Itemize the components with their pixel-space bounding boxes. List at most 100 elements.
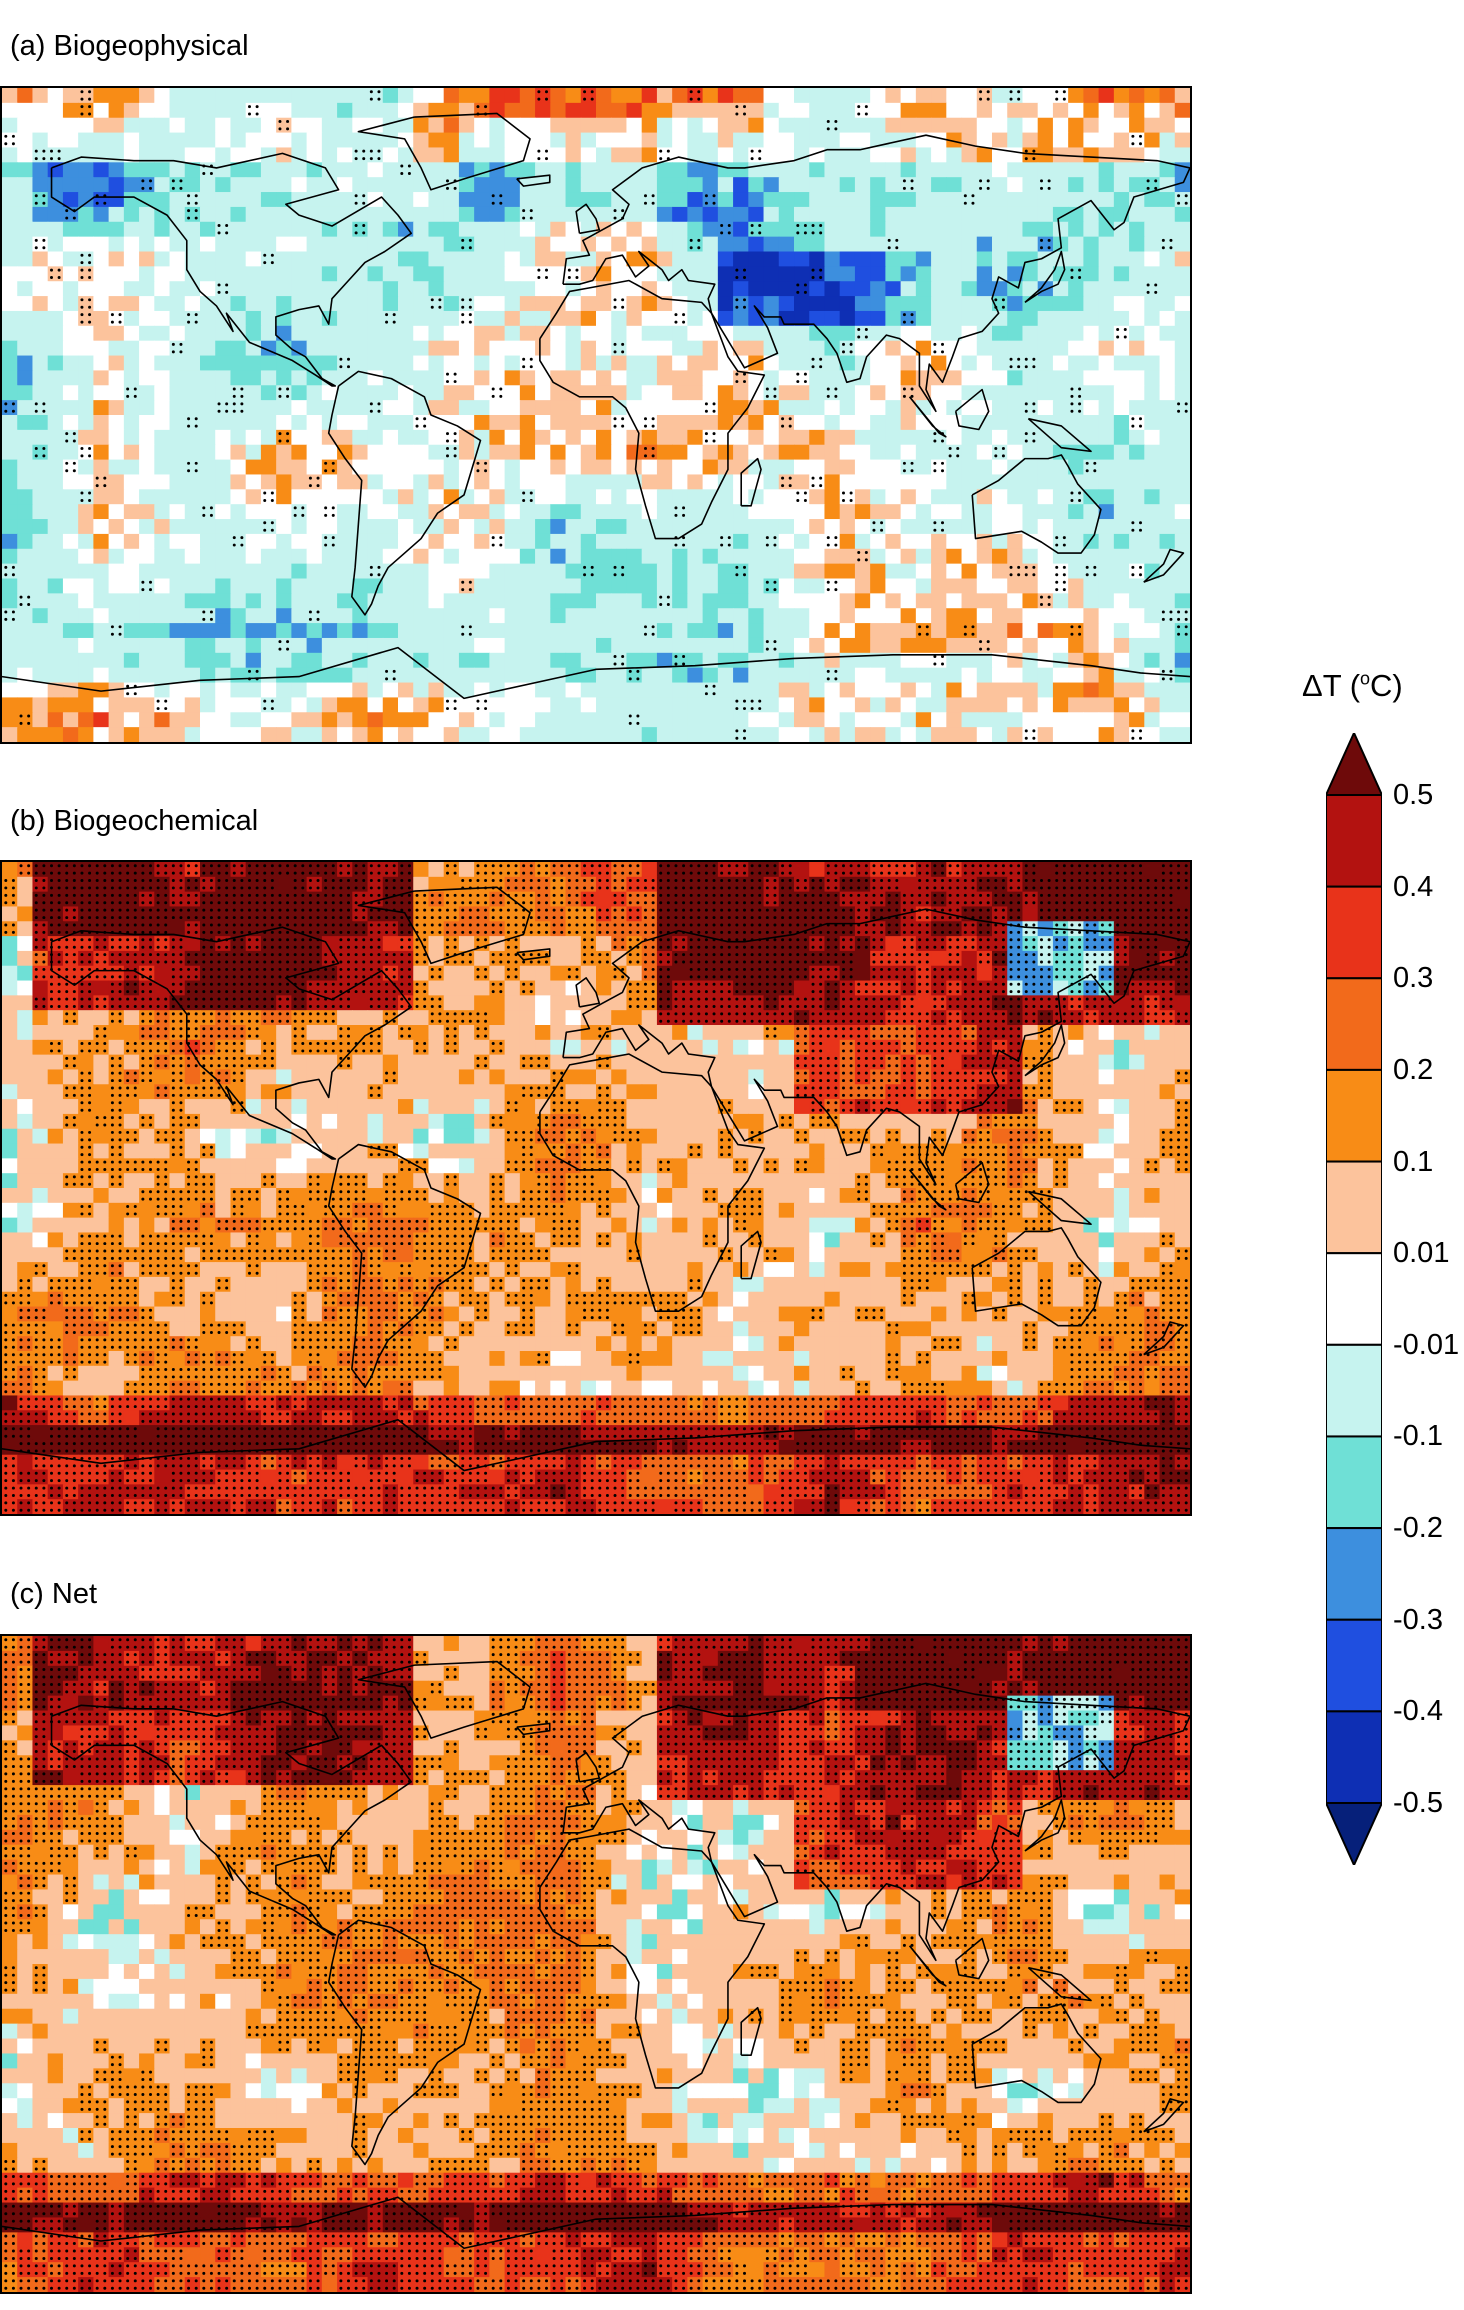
grid-cell <box>1007 192 1024 208</box>
grid-cell <box>32 548 49 565</box>
grid-cell <box>1174 444 1190 461</box>
significance-dot <box>1032 157 1036 161</box>
grid-cell <box>626 296 643 312</box>
grid-cell <box>748 117 765 134</box>
grid-cell <box>1022 727 1039 742</box>
grid-cell <box>991 623 1008 639</box>
significance-dot <box>461 313 465 317</box>
grid-cell <box>428 192 445 208</box>
significance-dot <box>331 469 335 473</box>
significance-dot <box>651 625 655 629</box>
grid-cell <box>367 266 384 282</box>
grid-cell <box>443 281 460 297</box>
significance-dot <box>476 699 480 703</box>
significance-dot <box>263 253 267 257</box>
grid-cell <box>260 310 277 327</box>
grid-cell <box>382 221 399 238</box>
significance-dot <box>270 491 274 495</box>
grid-cell <box>504 727 521 742</box>
grid-cell <box>413 400 430 416</box>
grid-cell <box>413 162 430 178</box>
grid-cell <box>839 102 856 119</box>
grid-cell <box>62 325 79 342</box>
grid-cell <box>169 117 186 134</box>
grid-cell <box>961 712 978 728</box>
grid-cell <box>519 192 536 208</box>
grid-cell <box>139 429 155 446</box>
grid-cell <box>306 340 323 357</box>
grid-cell <box>1144 281 1161 297</box>
significance-dot <box>613 424 617 428</box>
grid-cell <box>291 906 308 922</box>
grid-cell <box>245 340 262 357</box>
grid-cell <box>17 147 34 163</box>
significance-dot <box>187 194 191 198</box>
significance-dot <box>803 498 807 502</box>
grid-cell <box>717 370 734 386</box>
grid-cell <box>215 132 232 149</box>
grid-cell <box>321 533 338 550</box>
grid-cell <box>306 102 323 119</box>
grid-cell <box>641 177 658 193</box>
grid-cell <box>108 950 125 967</box>
grid-cell <box>93 340 110 357</box>
grid-cell <box>778 415 795 431</box>
grid-cell <box>245 296 262 312</box>
grid-cell <box>260 980 277 996</box>
grid-cell <box>276 117 292 134</box>
grid-cell <box>656 712 673 728</box>
grid-cell <box>489 266 506 282</box>
grid-cell <box>291 936 308 952</box>
grid-cell <box>1022 251 1039 267</box>
grid-cell <box>717 117 734 134</box>
grid-cell <box>1052 697 1069 713</box>
grid-cell <box>382 563 399 580</box>
grid-cell <box>1174 727 1190 742</box>
grid-cell <box>337 593 353 609</box>
grid-cell <box>1052 340 1069 357</box>
significance-dot <box>963 625 967 629</box>
grid-cell <box>230 862 247 878</box>
grid-cell <box>321 415 338 431</box>
grid-cell <box>976 519 993 535</box>
grid-cell <box>413 489 430 505</box>
grid-cell <box>1098 876 1115 893</box>
significance-dot <box>42 402 46 406</box>
grid-cell <box>931 162 947 178</box>
significance-dot <box>72 469 76 473</box>
grid-cell <box>2 608 18 624</box>
significance-dot <box>910 186 914 190</box>
significance-dot <box>864 550 868 554</box>
significance-dot <box>80 268 84 272</box>
significance-dot <box>202 171 206 175</box>
grid-cell <box>976 637 993 654</box>
significance-dot <box>270 498 274 502</box>
significance-dot <box>392 677 396 681</box>
significance-dot <box>11 565 15 569</box>
significance-dot <box>446 186 449 190</box>
significance-dot <box>42 246 46 250</box>
grid-cell <box>139 727 155 742</box>
grid-cell <box>443 370 460 386</box>
grid-cell <box>854 88 871 104</box>
grid-cell <box>245 117 262 134</box>
grid-cell <box>870 578 886 594</box>
grid-cell <box>672 221 688 238</box>
grid-cell <box>169 727 186 742</box>
grid-cell <box>352 310 369 327</box>
grid-cell <box>78 637 94 654</box>
grid-cell <box>1083 429 1100 446</box>
grid-cell <box>382 489 399 505</box>
grid-cell <box>139 533 155 550</box>
grid-cell <box>352 950 369 967</box>
significance-dot <box>1047 595 1051 599</box>
grid-cell <box>717 682 734 698</box>
significance-dot <box>1177 201 1181 205</box>
grid-cell <box>154 936 171 952</box>
grid-cell <box>291 623 308 639</box>
significance-dot <box>857 335 861 339</box>
grid-cell <box>687 623 704 639</box>
grid-cell <box>489 548 506 565</box>
grid-cell <box>123 936 140 952</box>
grid-cell <box>961 862 978 878</box>
